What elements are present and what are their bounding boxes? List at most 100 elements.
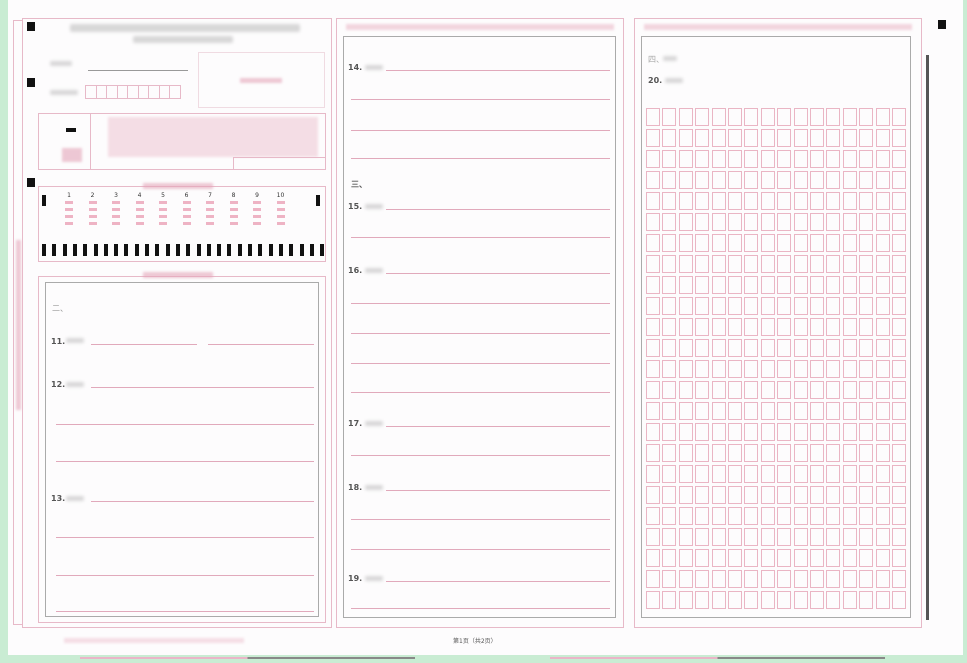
- essay-cell[interactable]: [826, 549, 841, 567]
- essay-cell[interactable]: [695, 570, 710, 588]
- answer-line[interactable]: [386, 273, 610, 274]
- essay-cell[interactable]: [892, 360, 906, 378]
- essay-cell[interactable]: [892, 549, 906, 567]
- essay-cell[interactable]: [760, 486, 775, 504]
- choice-option-bubble[interactable]: [229, 208, 238, 211]
- essay-cell[interactable]: [711, 549, 726, 567]
- choice-option-bubble[interactable]: [88, 201, 97, 204]
- essay-cell[interactable]: [744, 360, 759, 378]
- essay-cell[interactable]: [695, 234, 710, 252]
- essay-cell[interactable]: [842, 339, 857, 357]
- essay-cell[interactable]: [662, 150, 677, 168]
- essay-cell[interactable]: [744, 549, 759, 567]
- answer-line[interactable]: [91, 387, 314, 388]
- essay-cell[interactable]: [728, 339, 742, 357]
- essay-cell[interactable]: [826, 402, 841, 420]
- essay-cell[interactable]: [711, 171, 726, 189]
- essay-cell[interactable]: [810, 297, 824, 315]
- essay-cell[interactable]: [875, 108, 890, 126]
- essay-cell[interactable]: [793, 318, 808, 336]
- essay-cell[interactable]: [728, 381, 742, 399]
- essay-cell[interactable]: [892, 444, 906, 462]
- essay-cell[interactable]: [875, 465, 890, 483]
- essay-cell[interactable]: [678, 402, 693, 420]
- essay-cell[interactable]: [777, 171, 792, 189]
- essay-cell[interactable]: [826, 171, 841, 189]
- choice-option-bubble[interactable]: [253, 208, 261, 211]
- essay-cell[interactable]: [695, 381, 710, 399]
- essay-cell[interactable]: [760, 192, 775, 210]
- essay-cell[interactable]: [744, 234, 759, 252]
- choice-option-bubble[interactable]: [229, 201, 238, 204]
- essay-cell[interactable]: [892, 276, 906, 294]
- choice-option-bubble[interactable]: [206, 215, 214, 218]
- essay-cell[interactable]: [842, 360, 857, 378]
- essay-cell[interactable]: [662, 192, 677, 210]
- essay-cell[interactable]: [646, 192, 660, 210]
- essay-cell[interactable]: [695, 192, 710, 210]
- essay-cell[interactable]: [744, 570, 759, 588]
- essay-cell[interactable]: [793, 234, 808, 252]
- essay-cell[interactable]: [678, 591, 693, 609]
- essay-cell[interactable]: [810, 444, 824, 462]
- answer-line[interactable]: [351, 158, 610, 159]
- essay-cell[interactable]: [875, 297, 890, 315]
- essay-cell[interactable]: [842, 171, 857, 189]
- essay-cell[interactable]: [695, 297, 710, 315]
- essay-cell[interactable]: [744, 339, 759, 357]
- essay-cell[interactable]: [777, 213, 792, 231]
- essay-cell[interactable]: [892, 150, 906, 168]
- essay-cell[interactable]: [777, 339, 792, 357]
- choice-option-bubble[interactable]: [276, 208, 285, 211]
- essay-cell[interactable]: [646, 465, 660, 483]
- essay-cell[interactable]: [826, 570, 841, 588]
- essay-cell[interactable]: [875, 570, 890, 588]
- answer-line[interactable]: [56, 537, 314, 538]
- essay-cell[interactable]: [760, 423, 775, 441]
- answer-line[interactable]: [386, 490, 610, 491]
- essay-cell[interactable]: [760, 129, 775, 147]
- essay-cell[interactable]: [678, 444, 693, 462]
- essay-cell[interactable]: [695, 318, 710, 336]
- essay-cell[interactable]: [678, 234, 693, 252]
- essay-cell[interactable]: [760, 297, 775, 315]
- essay-cell[interactable]: [760, 276, 775, 294]
- essay-cell[interactable]: [859, 444, 874, 462]
- essay-cell[interactable]: [662, 486, 677, 504]
- answer-line[interactable]: [56, 424, 314, 425]
- choice-option-bubble[interactable]: [88, 208, 97, 211]
- essay-cell[interactable]: [842, 255, 857, 273]
- essay-cell[interactable]: [646, 129, 660, 147]
- essay-cell[interactable]: [892, 129, 906, 147]
- essay-cell[interactable]: [810, 108, 824, 126]
- essay-cell[interactable]: [777, 108, 792, 126]
- essay-cell[interactable]: [662, 507, 677, 525]
- essay-cell[interactable]: [744, 171, 759, 189]
- essay-cell[interactable]: [744, 129, 759, 147]
- essay-cell[interactable]: [892, 171, 906, 189]
- essay-cell[interactable]: [711, 318, 726, 336]
- choice-option-bubble[interactable]: [276, 215, 285, 218]
- essay-cell[interactable]: [793, 339, 808, 357]
- essay-cell[interactable]: [777, 591, 792, 609]
- essay-cell[interactable]: [842, 108, 857, 126]
- choice-option-bubble[interactable]: [112, 222, 120, 225]
- essay-cell[interactable]: [810, 402, 824, 420]
- essay-cell[interactable]: [892, 297, 906, 315]
- essay-cell[interactable]: [711, 255, 726, 273]
- essay-cell[interactable]: [859, 381, 874, 399]
- essay-cell[interactable]: [842, 528, 857, 546]
- essay-cell[interactable]: [728, 507, 742, 525]
- essay-cell[interactable]: [662, 213, 677, 231]
- essay-cell[interactable]: [728, 297, 742, 315]
- essay-cell[interactable]: [646, 423, 660, 441]
- essay-cell[interactable]: [793, 549, 808, 567]
- essay-cell[interactable]: [744, 402, 759, 420]
- choice-option-bubble[interactable]: [112, 201, 120, 204]
- choice-option-bubble[interactable]: [65, 201, 73, 204]
- essay-cell[interactable]: [662, 528, 677, 546]
- essay-cell[interactable]: [678, 465, 693, 483]
- essay-cell[interactable]: [728, 465, 742, 483]
- essay-cell[interactable]: [859, 129, 874, 147]
- essay-cell[interactable]: [695, 486, 710, 504]
